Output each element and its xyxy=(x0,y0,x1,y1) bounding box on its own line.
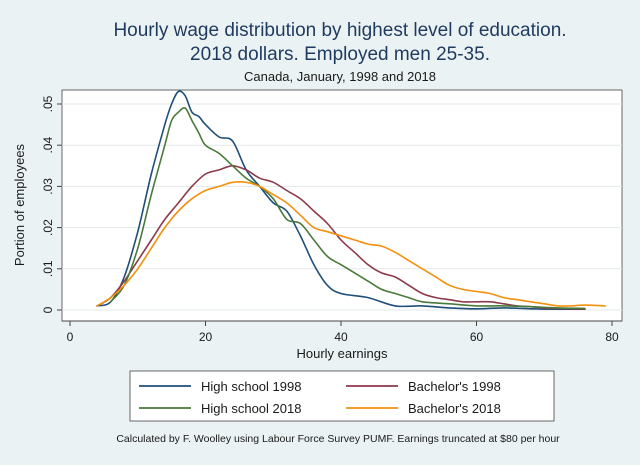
x-tick-label: 0 xyxy=(67,330,74,344)
gridlines xyxy=(62,103,622,311)
legend-box xyxy=(129,370,555,422)
x-tick-label: 60 xyxy=(470,330,484,344)
y-tick-label: .05 xyxy=(41,95,55,112)
chart-subtitle: Canada, January, 1998 and 2018 xyxy=(244,69,436,84)
legend-label-series-bachelors-2018: Bachelor's 2018 xyxy=(408,401,501,416)
chart-title-line2: 2018 dollars. Employed men 25-35. xyxy=(190,44,490,65)
legend-label-series-high-school-1998: High school 1998 xyxy=(201,379,301,394)
y-tick-label: .04 xyxy=(41,137,55,154)
y-tick-label: .02 xyxy=(41,219,55,236)
legend-label-series-bachelors-1998: Bachelor's 1998 xyxy=(408,379,501,394)
legend-label-series-high-school-2018: High school 2018 xyxy=(201,401,301,416)
y-tick-label: 0 xyxy=(41,306,55,313)
y-tick-label: .01 xyxy=(41,260,55,277)
series-bachelors-1998-line xyxy=(96,165,586,310)
series-lines xyxy=(96,90,606,311)
chart-note: Calculated by F. Woolley using Labour Fo… xyxy=(116,433,560,445)
x-tick-label: 80 xyxy=(605,330,619,344)
series-bachelors-2018-line xyxy=(96,180,606,307)
chart-title-line1: Hourly wage distribution by highest leve… xyxy=(113,20,566,41)
x-tick-label: 20 xyxy=(199,330,213,344)
x-axis-label: Hourly earnings xyxy=(296,346,388,361)
y-axis-ticks: 0 .01 .02 .03 .04 .05 xyxy=(41,95,62,313)
legend: High school 1998 Bachelor's 1998 High scho… xyxy=(129,370,555,422)
y-tick-label: .03 xyxy=(41,178,55,195)
x-tick-label: 40 xyxy=(334,330,348,344)
plot-area xyxy=(61,89,623,322)
y-axis-label: Portion of employees xyxy=(12,143,27,266)
series-high-school-2018-line xyxy=(109,106,586,310)
x-axis-ticks: 0 20 40 60 80 xyxy=(62,320,622,344)
